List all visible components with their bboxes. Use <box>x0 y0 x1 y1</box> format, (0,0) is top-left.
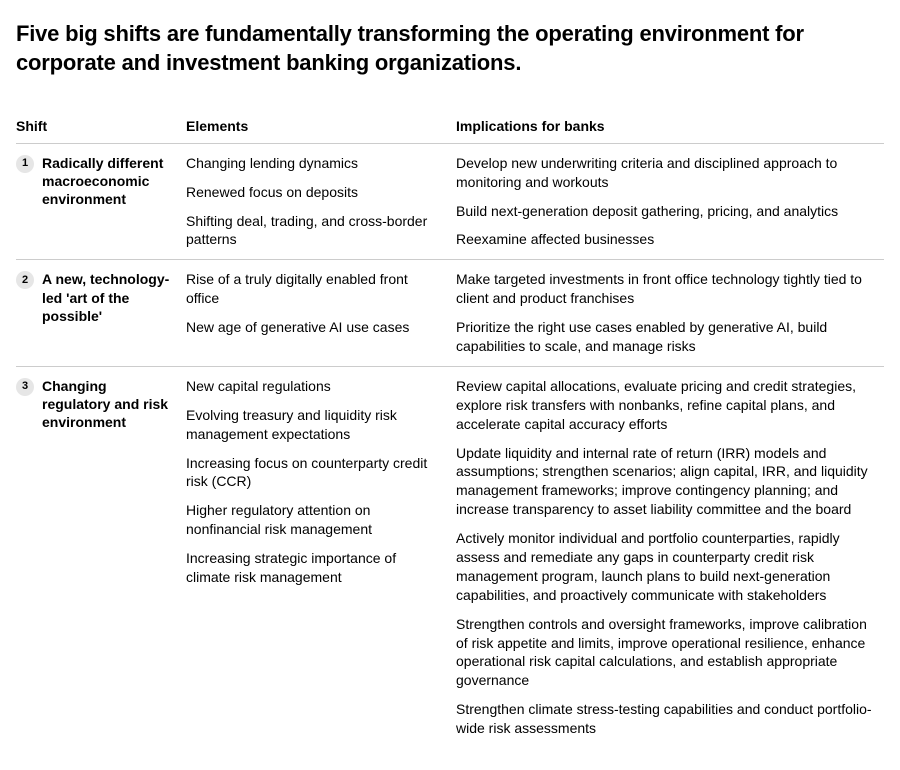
shift-number-badge: 2 <box>16 271 34 289</box>
shift-label: Radically different macroeconomic enviro… <box>42 154 176 209</box>
implication-item: Make targeted investments in front offic… <box>456 270 874 308</box>
shift-label: Changing regulatory and risk environment <box>42 377 176 432</box>
table-header: Shift Elements Implications for banks <box>16 117 884 144</box>
table-row: 2 A new, technology-led 'art of the possi… <box>16 260 884 367</box>
implication-item: Strengthen climate stress-testing capabi… <box>456 700 874 738</box>
element-item: Rise of a truly digitally enabled front … <box>186 270 436 308</box>
element-item: New age of generative AI use cases <box>186 318 436 337</box>
elements-cell: Rise of a truly digitally enabled front … <box>186 270 456 356</box>
element-item: Higher regulatory attention on nonfinanc… <box>186 501 436 539</box>
elements-cell: Changing lending dynamics Renewed focus o… <box>186 154 456 250</box>
table-row: 1 Radically different macroeconomic envir… <box>16 144 884 261</box>
header-implications: Implications for banks <box>456 117 884 137</box>
implication-item: Actively monitor individual and portfoli… <box>456 529 874 605</box>
shifts-table: Shift Elements Implications for banks 1R… <box>16 117 884 748</box>
implication-item: Prioritize the right use cases enabled b… <box>456 318 874 356</box>
implication-item: Strengthen controls and oversight framew… <box>456 615 874 691</box>
implications-cell: Make targeted investments in front offic… <box>456 270 884 356</box>
shift-cell: 3 Changing regulatory and risk environmen… <box>16 377 186 738</box>
shift-number-badge: 3 <box>16 378 34 396</box>
implications-cell: Review capital allocations, evaluate pri… <box>456 377 884 738</box>
shift-cell: 1 Radically different macroeconomic envir… <box>16 154 186 250</box>
element-item: Increasing strategic importance of clima… <box>186 549 436 587</box>
implication-item: Reexamine affected businesses <box>456 230 874 249</box>
implication-item: Build next-generation deposit gathering,… <box>456 202 874 221</box>
shift-cell: 2 A new, technology-led 'art of the possi… <box>16 270 186 356</box>
element-item: Increasing focus on counterparty credit … <box>186 454 436 492</box>
shift-number-badge: 1 <box>16 155 34 173</box>
element-item: New capital regulations <box>186 377 436 396</box>
header-shift: Shift <box>16 117 186 137</box>
implication-item: Review capital allocations, evaluate pri… <box>456 377 874 434</box>
implications-cell: Develop new underwriting criteria and di… <box>456 154 884 250</box>
element-item: Shifting deal, trading, and cross-border… <box>186 212 436 250</box>
table-row: 3 Changing regulatory and risk environmen… <box>16 367 884 748</box>
header-elements: Elements <box>186 117 456 137</box>
elements-cell: New capital regulations Evolving treasury… <box>186 377 456 738</box>
shift-label: A new, technology-led 'art of the possib… <box>42 270 176 325</box>
element-item: Changing lending dynamics <box>186 154 436 173</box>
implication-item: Develop new underwriting criteria and di… <box>456 154 874 192</box>
element-item: Evolving treasury and liquidity risk man… <box>186 406 436 444</box>
element-item: Renewed focus on deposits <box>186 183 436 202</box>
implication-item: Update liquidity and internal rate of re… <box>456 444 874 520</box>
page-title: Five big shifts are fundamentally transf… <box>16 20 884 77</box>
